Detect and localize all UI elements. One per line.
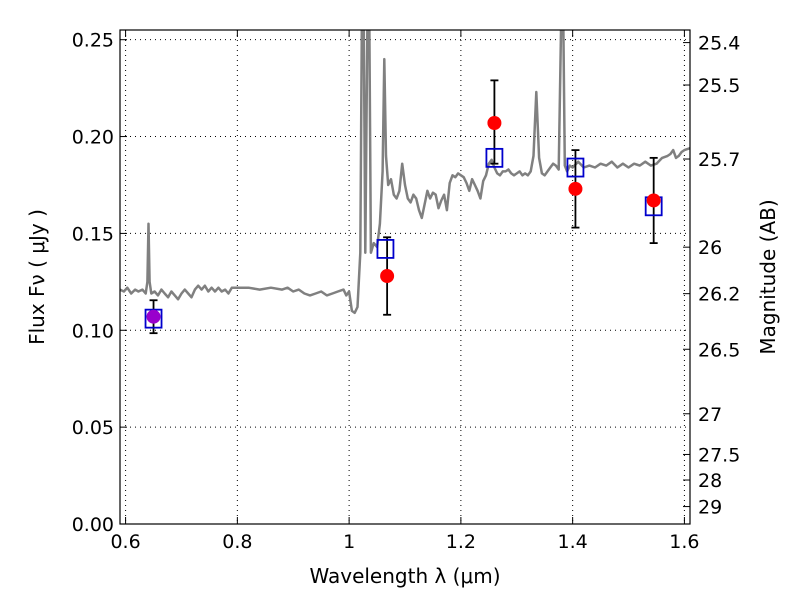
model-flux-marker (566, 157, 585, 178)
tick-labels: 0.6 0.8 1 1.2 1.4 1.6 0.00 0.05 0.10 0.15 0.20 0.25… (72, 30, 741, 553)
observed-flux-marker (487, 115, 502, 130)
plot-area (120, 30, 690, 335)
x-tick-label: 1 (343, 531, 355, 553)
observed-flux-marker (646, 193, 661, 208)
y-tick-label: 0.00 (72, 514, 114, 536)
y2-tick-label: 27 (698, 404, 722, 426)
y2-tick-label: 26.2 (698, 284, 740, 306)
y2-tick-label: 25.4 (698, 33, 740, 55)
y-tick-label: 0.25 (72, 30, 114, 52)
x-axis-label: Wavelength λ (μm) (309, 564, 500, 588)
model-flux-marker (144, 308, 163, 329)
y-tick-label: 0.05 (72, 417, 114, 439)
y-axis-label: Flux Fν ( μJy ) (25, 209, 49, 345)
y2-tick-label: 27.5 (698, 444, 740, 466)
y2-tick-label: 25.7 (698, 149, 740, 171)
grid (120, 30, 690, 525)
y-tick-label: 0.15 (72, 223, 114, 245)
y2-tick-label: 25.5 (698, 75, 740, 97)
y-tick-label: 0.20 (72, 127, 114, 149)
observed-flux-marker (146, 309, 161, 324)
x-tick-label: 1.6 (669, 531, 699, 553)
model-flux-marker (376, 239, 395, 259)
plot-frame (119, 29, 691, 525)
y-tick-label: 0.10 (72, 320, 114, 342)
x-tick-label: 1.4 (558, 531, 588, 553)
y2-tick-label: 28 (698, 470, 722, 492)
observed-flux-marker (380, 269, 395, 284)
spectrum-line (120, 30, 690, 315)
y2-tick-label: 29 (698, 497, 722, 519)
ticks (120, 30, 690, 525)
x-tick-label: 0.8 (222, 531, 252, 553)
x-tick-label: 0.6 (110, 531, 140, 553)
y2-axis-label: Magnitude (AB) (756, 199, 780, 354)
x-tick-label: 1.2 (446, 531, 476, 553)
y2-tick-label: 26.5 (698, 339, 740, 361)
observed-flux-marker (568, 181, 583, 196)
y2-tick-label: 26 (698, 237, 722, 259)
model-flux-marker (485, 147, 504, 168)
